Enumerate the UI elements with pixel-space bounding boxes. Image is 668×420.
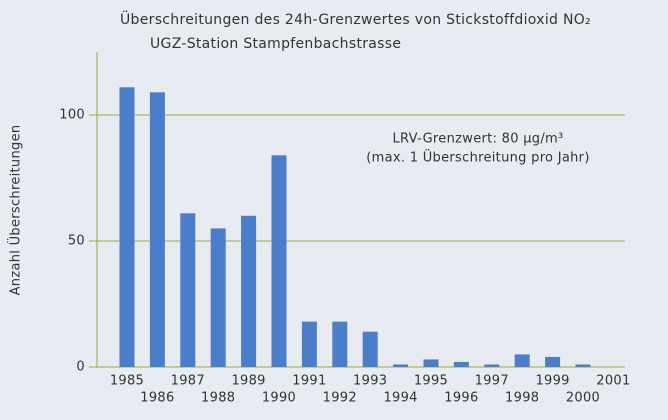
x-tick-label: 1996 [444, 391, 478, 406]
bar [210, 228, 226, 367]
x-tick-label: 1999 [535, 374, 569, 389]
x-tick-label: 1997 [475, 374, 509, 389]
bar [514, 354, 530, 367]
bar [423, 359, 439, 367]
y-tick-label: 100 [59, 108, 85, 123]
x-tick-label: 1988 [201, 391, 235, 406]
x-tick-label: 1998 [505, 391, 539, 406]
x-tick-label: 2001 [596, 374, 630, 389]
bar [453, 361, 469, 367]
x-tick-label: 2000 [566, 391, 600, 406]
bar [180, 213, 196, 367]
x-tick-label: 1995 [414, 374, 448, 389]
x-tick-label: 1992 [323, 391, 357, 406]
x-tick-label: 1991 [292, 374, 326, 389]
chart-subtitle: UGZ-Station Stampfenbachstrasse [150, 36, 401, 52]
bar [362, 331, 378, 367]
x-tick-label: 1993 [353, 374, 387, 389]
bar [575, 364, 591, 367]
y-axis-label: Anzahl Überschreitungen [7, 125, 24, 296]
bar [393, 364, 409, 367]
x-tick-label: 1986 [140, 391, 174, 406]
bar [271, 155, 287, 367]
annotation: (max. 1 Überschreitung pro Jahr) [366, 149, 589, 166]
x-tick-label: 1987 [171, 374, 205, 389]
x-tick-label: 1989 [231, 374, 265, 389]
bar [149, 92, 165, 367]
bar [484, 364, 500, 367]
chart-title: Überschreitungen des 24h-Grenzwertes von… [120, 10, 591, 28]
y-tick-label: 0 [76, 360, 85, 375]
x-tick-label: 1990 [262, 391, 296, 406]
bar [545, 356, 561, 367]
x-tick-label: 1985 [110, 374, 144, 389]
bar [119, 87, 135, 367]
bar [241, 215, 257, 367]
x-tick-label: 1994 [383, 391, 417, 406]
bar [301, 321, 317, 367]
bar [332, 321, 348, 367]
annotation: LRV-Grenzwert: 80 µg/m³ [393, 132, 564, 147]
y-tick-label: 50 [68, 234, 85, 249]
